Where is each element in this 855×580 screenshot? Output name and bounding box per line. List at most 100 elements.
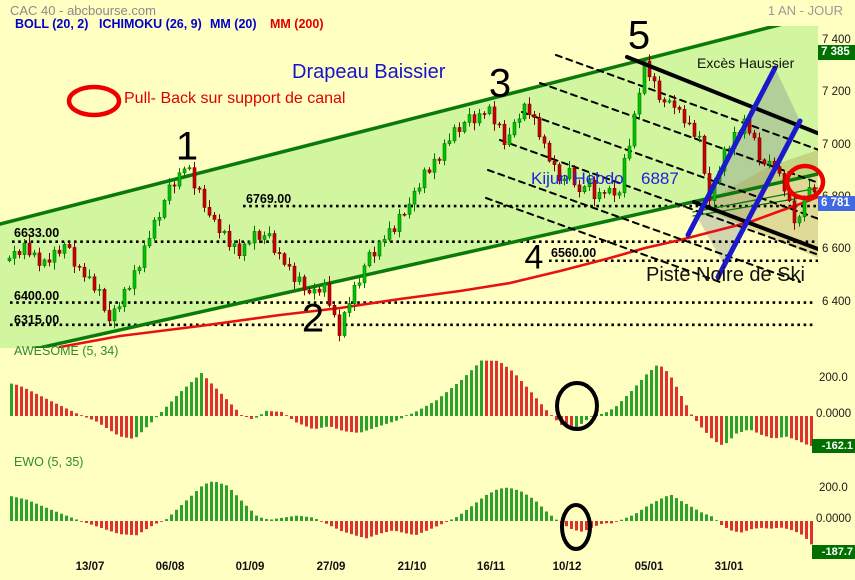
legend-boll[interactable]: BOLL (20, 2) bbox=[15, 17, 89, 31]
annotation-piste-noire: Piste Noire de Ski bbox=[646, 264, 805, 286]
oscillator-bar bbox=[680, 396, 683, 416]
candle-body bbox=[152, 219, 157, 239]
oscillator-bar bbox=[650, 503, 653, 521]
oscillator-bar bbox=[25, 499, 28, 521]
oscillator-bar bbox=[305, 516, 308, 521]
oscillator-bar bbox=[540, 506, 543, 521]
oscillator-bar bbox=[630, 391, 633, 416]
oscillator-bar bbox=[360, 416, 363, 433]
oscillator-bar bbox=[95, 521, 98, 527]
oscillator-bar bbox=[425, 405, 428, 416]
oscillator-bar bbox=[35, 503, 38, 521]
oscillator-bar bbox=[650, 369, 653, 416]
awesome-panel-title: AWESOME (5, 34) bbox=[14, 344, 119, 358]
oscillator-bar bbox=[305, 416, 308, 427]
oscillator-bar bbox=[775, 416, 778, 439]
candle-body bbox=[252, 231, 257, 244]
oscillator-bar bbox=[165, 406, 168, 416]
candle-body bbox=[472, 114, 477, 124]
oscillator-bar bbox=[250, 416, 253, 419]
candle-body bbox=[222, 230, 227, 233]
oscillator-bar bbox=[695, 416, 698, 421]
oscillator-bar bbox=[490, 360, 493, 416]
oscillator-bar bbox=[145, 416, 148, 428]
candle-body bbox=[27, 242, 32, 256]
legend-mm20[interactable]: MM (20) bbox=[210, 17, 257, 31]
annotation-kijun-label: Kijun Hebdo bbox=[531, 169, 624, 188]
oscillator-bar bbox=[90, 416, 93, 420]
candle-body bbox=[562, 178, 567, 182]
oscillator-bar bbox=[665, 371, 668, 416]
candle-body bbox=[162, 200, 167, 218]
candle-body bbox=[632, 113, 637, 147]
oscillator-bar bbox=[200, 486, 203, 521]
oscillator-bar bbox=[10, 383, 13, 416]
oscillator-bar bbox=[685, 405, 688, 416]
candle-body bbox=[567, 167, 572, 180]
candle-body bbox=[667, 100, 672, 103]
oscillator-bar bbox=[640, 509, 643, 521]
oscillator-bar bbox=[430, 521, 433, 529]
candle-body bbox=[112, 308, 117, 322]
legend-ichimoku[interactable]: ICHIMOKU (26, 9) bbox=[99, 17, 202, 31]
oscillator-bar bbox=[310, 416, 313, 429]
wave-label-1: 1 bbox=[175, 124, 199, 169]
oscillator-bar bbox=[50, 509, 53, 521]
candle-body bbox=[232, 243, 237, 247]
oscillator-bar bbox=[630, 515, 633, 521]
oscillator-bar bbox=[525, 494, 528, 521]
oscillator-bar bbox=[485, 360, 488, 416]
oscillator-bar bbox=[315, 519, 318, 521]
oscillator-bar bbox=[190, 495, 193, 521]
candle-body bbox=[312, 288, 317, 294]
oscillator-bar bbox=[505, 487, 508, 521]
candle-body bbox=[442, 143, 447, 161]
oscillator-bar bbox=[260, 414, 263, 416]
oscillator-bar bbox=[245, 416, 248, 418]
candle-body bbox=[237, 243, 242, 256]
oscillator-bar bbox=[555, 416, 558, 421]
oscillator-bar bbox=[185, 386, 188, 416]
candle-body bbox=[367, 252, 372, 267]
oscillator-bar bbox=[565, 521, 568, 527]
oscillator-bar bbox=[510, 488, 513, 521]
candle-body bbox=[392, 228, 397, 232]
oscillator-bar bbox=[355, 521, 358, 536]
oscillator-bar bbox=[330, 521, 333, 527]
oscillator-bar bbox=[340, 416, 343, 431]
channel-upper-line bbox=[0, 26, 783, 226]
oscillator-bar bbox=[415, 411, 418, 416]
level-label-6315: 6315.00 bbox=[14, 313, 60, 327]
oscillator-bar bbox=[615, 521, 618, 522]
oscillator-bar bbox=[665, 496, 668, 521]
oscillator-bar bbox=[765, 521, 768, 529]
oscillator-bar bbox=[270, 411, 273, 416]
oscillator-bar bbox=[140, 521, 143, 533]
awesome-upper-label: 200.0 bbox=[819, 372, 848, 384]
candle-body bbox=[642, 60, 647, 94]
oscillator-bar bbox=[435, 521, 438, 527]
oscillator-bar bbox=[655, 365, 658, 416]
oscillator-bar bbox=[720, 416, 723, 445]
oscillator-bar bbox=[805, 416, 808, 445]
candle-body bbox=[117, 306, 122, 310]
oscillator-bar bbox=[105, 416, 108, 428]
oscillator-bar bbox=[675, 498, 678, 521]
legend-mm200[interactable]: MM (200) bbox=[270, 17, 324, 31]
oscillator-bar bbox=[675, 386, 678, 416]
oscillator-bar bbox=[605, 412, 608, 416]
oscillator-bar bbox=[165, 519, 168, 521]
candle-body bbox=[22, 242, 27, 255]
oscillator-bar bbox=[180, 505, 183, 521]
x-axis-label-05-01: 05/01 bbox=[634, 561, 664, 573]
candle-body bbox=[672, 100, 677, 108]
oscillator-bar bbox=[160, 412, 163, 416]
oscillator-bar bbox=[60, 513, 63, 521]
oscillator-bar bbox=[205, 483, 208, 521]
candle-body bbox=[67, 244, 72, 248]
candle-body bbox=[57, 249, 62, 254]
oscillator-bar bbox=[280, 517, 283, 521]
pullback-ellipse-right bbox=[784, 163, 826, 201]
oscillator-bar bbox=[695, 509, 698, 521]
oscillator-bar bbox=[15, 384, 18, 416]
